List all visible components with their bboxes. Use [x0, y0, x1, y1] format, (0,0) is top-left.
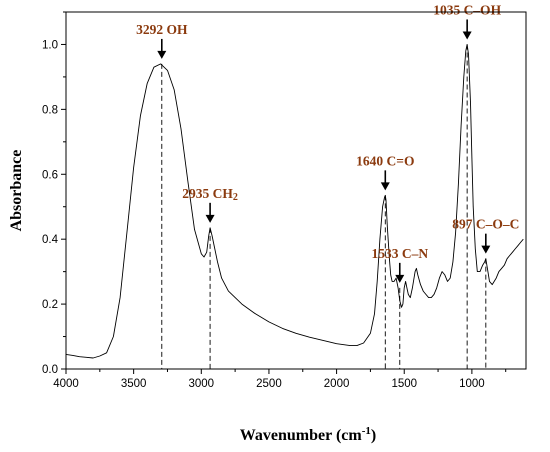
peak-label-text: 1035 C–OH	[433, 2, 501, 17]
peak-arrow-head	[481, 245, 491, 254]
x-tick-label: 3500	[121, 378, 147, 390]
x-axis-title: Wavenumber (cm-1)	[240, 425, 376, 444]
peak-label: 1640 C=O	[356, 153, 414, 168]
peak-arrow-layer	[157, 19, 491, 283]
peak-label-text: 897 C–O–C	[452, 217, 519, 232]
y-tick-label: 0.6	[42, 169, 58, 181]
peak-label-text: 3292 OH	[136, 22, 188, 37]
y-tick-label: 1.0	[42, 39, 58, 51]
x-tick-label: 4000	[53, 378, 79, 390]
x-axis-title-text: Wavenumber (cm	[240, 427, 363, 444]
x-tick-label: 1000	[459, 378, 485, 390]
y-tick-label: 0.2	[42, 299, 58, 311]
peak-label: 1533 C–N	[371, 246, 428, 261]
spectrum-layer	[65, 44, 524, 359]
peak-guide-layer	[161, 44, 487, 369]
y-tick-label: 0.8	[42, 104, 58, 116]
x-axis-title-suffix: )	[371, 427, 376, 444]
peak-label-layer: 3292 OH 2935 CH2 1640 C=O 1533 C–N 1035 C–OH…	[136, 2, 519, 260]
peak-label: 1035 C–OH	[433, 2, 501, 17]
peak-label-subscript: 2	[233, 192, 238, 203]
x-tick-label: 3000	[188, 378, 214, 390]
y-axis-title: Absorbance	[8, 150, 25, 232]
peak-label-text: 1533 C–N	[371, 246, 428, 261]
y-axis-ticks: 0.0 0.2 0.4 0.6 0.8 1.0	[42, 11, 66, 376]
peak-arrow-head	[380, 182, 390, 191]
peak-arrow-head	[462, 31, 472, 40]
x-axis-title-superscript: -1	[362, 425, 371, 437]
peak-label-text: 2935 CH	[182, 186, 233, 201]
peak-label: 2935 CH2	[182, 186, 238, 203]
peak-label: 897 C–O–C	[452, 217, 519, 232]
plot-frame	[65, 11, 527, 370]
x-axis-ticks: 4000 3500 3000 2500 2000 1500 1000	[53, 369, 507, 390]
spectrum-line	[65, 44, 524, 359]
peak-arrow-head	[395, 274, 405, 283]
peak-label: 3292 OH	[136, 22, 188, 37]
x-tick-label: 2500	[256, 378, 282, 390]
x-tick-label: 1500	[391, 378, 417, 390]
y-tick-label: 0.0	[42, 364, 58, 376]
y-tick-label: 0.4	[42, 234, 59, 246]
peak-label-text: 1640 C=O	[356, 153, 414, 168]
peak-arrow-head	[157, 50, 167, 59]
x-tick-label: 2000	[324, 378, 350, 390]
peak-arrow-head	[205, 214, 215, 223]
